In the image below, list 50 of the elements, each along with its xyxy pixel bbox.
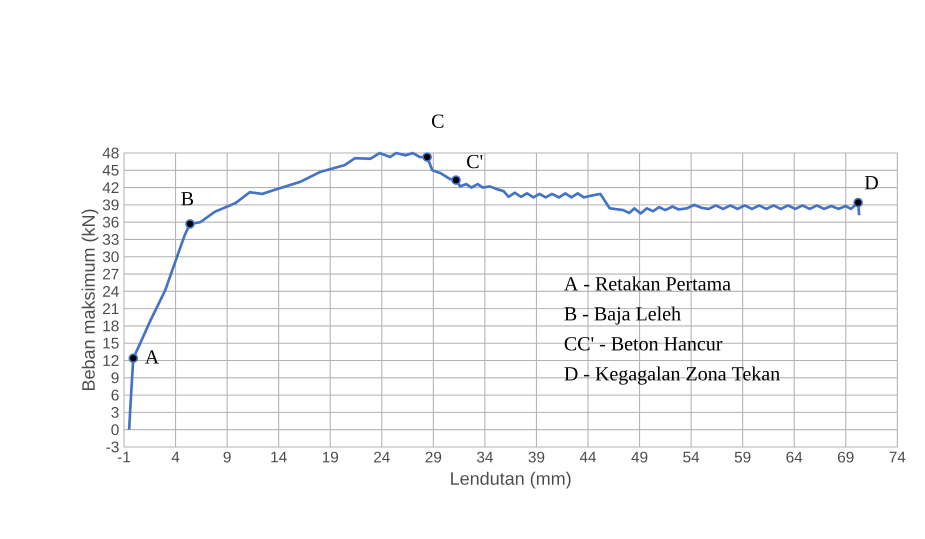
x-tick-label: 34: [476, 452, 493, 463]
annotation: CC' - Beton Hancur: [564, 337, 722, 351]
x-tick-label: 49: [631, 452, 648, 463]
point: [128, 353, 138, 364]
y-tick-label: 0: [111, 424, 119, 436]
y-tick-label: 6: [112, 390, 119, 401]
annotation: A - Retakan Pertama: [564, 276, 731, 291]
y-tick-label: 39: [102, 199, 119, 210]
annotation: C': [467, 154, 482, 168]
y-tick-label: 3: [111, 406, 119, 418]
y-tick-label: 27: [103, 268, 119, 280]
x-tick-label: 44: [580, 452, 596, 462]
y-tick-label: 42: [102, 182, 119, 193]
x-tick-label: 74: [890, 452, 906, 462]
x-tick-label: 4: [172, 452, 180, 462]
annotation: A: [144, 350, 160, 364]
x-tick-label: 14: [271, 452, 287, 462]
x-tick-label: 29: [426, 452, 442, 463]
point: [185, 219, 195, 229]
y-tick-label: 18: [103, 320, 119, 332]
y-tick-label: -3: [106, 442, 119, 452]
y-tick-label: 48: [102, 148, 119, 158]
annotation: C: [432, 114, 444, 128]
point: [451, 175, 461, 185]
x-tick-label: 59: [734, 452, 750, 463]
x-tick-label: 19: [322, 452, 338, 463]
annotation: B: [181, 192, 194, 206]
annotation: B - Baja Leleh: [564, 306, 681, 325]
y-tick-label: 9: [111, 372, 119, 384]
y-tick-label: 12: [103, 355, 119, 366]
x-tick-label: -1: [118, 452, 130, 462]
x-tick-label: 24: [374, 452, 390, 462]
y-axis-title: Beban maksimum (kN): [82, 210, 98, 390]
y-tick-label: 45: [102, 164, 119, 176]
annotation: D: [864, 176, 878, 190]
x-tick-label: 69: [838, 452, 854, 463]
x-axis-title: Lendutan (mm): [451, 472, 571, 488]
point: [422, 152, 432, 162]
x-tick-label: 9: [224, 452, 231, 463]
x-tick-label: 54: [683, 452, 700, 462]
y-tick-label: 15: [103, 338, 119, 349]
y-tick-label: 30: [102, 251, 119, 262]
point: [853, 198, 863, 208]
y-tick-label: 33: [102, 234, 119, 245]
x-tick-label: 64: [786, 452, 802, 463]
y-tick-label: 21: [103, 303, 119, 314]
annotation: D - Kegagalan Zona Tekan: [564, 366, 780, 385]
y-tick-label: 24: [103, 286, 119, 297]
y-tick-label: 36: [102, 216, 119, 228]
x-tick-label: 39: [528, 452, 544, 463]
